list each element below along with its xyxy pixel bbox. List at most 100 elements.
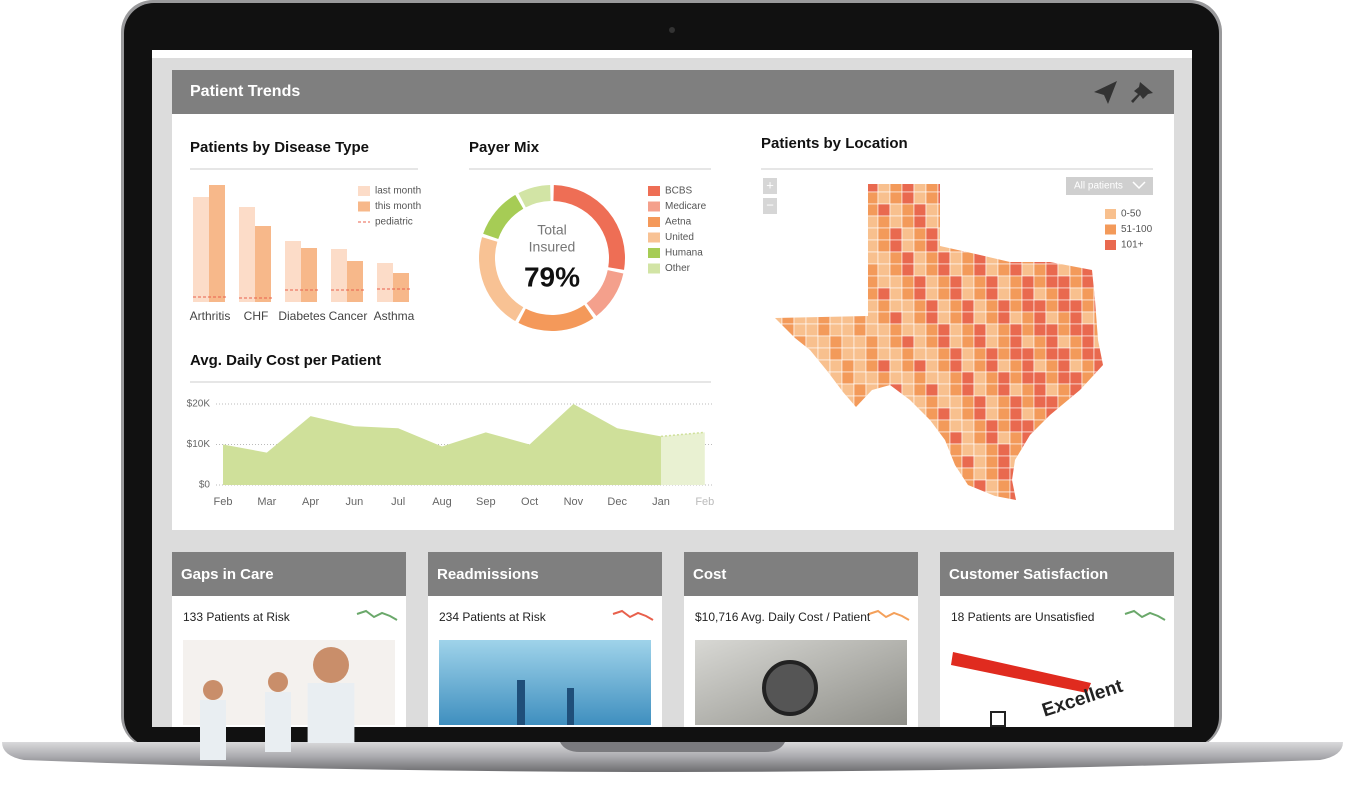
county xyxy=(985,467,999,481)
county xyxy=(889,191,903,205)
county xyxy=(877,359,891,373)
county xyxy=(889,227,903,241)
legend-swatch xyxy=(648,248,660,258)
county xyxy=(913,239,927,253)
county xyxy=(1033,347,1047,361)
county xyxy=(913,371,927,385)
pin-icon[interactable] xyxy=(1131,82,1153,103)
dropdown-chevron[interactable] xyxy=(1132,181,1146,190)
legend-label: pediatric xyxy=(375,217,413,228)
county xyxy=(1021,419,1035,433)
county xyxy=(961,407,975,421)
county xyxy=(1009,323,1023,337)
card-photo xyxy=(439,640,651,725)
county xyxy=(889,239,903,253)
y-tick-label: $20K xyxy=(187,399,211,410)
section-title: Payer Mix xyxy=(469,139,540,156)
bar xyxy=(347,261,363,302)
county xyxy=(925,335,939,349)
county xyxy=(925,311,939,325)
county xyxy=(961,455,975,469)
card-title: Cost xyxy=(693,566,726,583)
legend-label: Medicare xyxy=(665,201,707,212)
county xyxy=(865,359,879,373)
legend-label: 51-100 xyxy=(1121,224,1153,235)
county xyxy=(973,467,987,481)
x-tick-label: Sep xyxy=(476,496,496,508)
county xyxy=(913,203,927,217)
legend-label: last month xyxy=(375,186,421,197)
zoom-in-label[interactable]: + xyxy=(766,177,774,192)
filter-label[interactable]: All patients xyxy=(1074,181,1123,192)
county xyxy=(1009,371,1023,385)
county xyxy=(1069,287,1083,301)
county xyxy=(973,275,987,289)
y-tick-label: $10K xyxy=(187,439,211,450)
county xyxy=(961,371,975,385)
county xyxy=(1033,311,1047,325)
x-tick-label: Apr xyxy=(302,496,319,508)
county xyxy=(925,251,939,265)
county xyxy=(1021,383,1035,397)
county xyxy=(997,383,1011,397)
county xyxy=(961,275,975,289)
county xyxy=(961,383,975,397)
legend-swatch xyxy=(358,201,370,212)
county xyxy=(925,215,939,229)
county xyxy=(985,443,999,457)
county xyxy=(985,395,999,409)
bar xyxy=(393,273,409,302)
county xyxy=(1021,335,1035,349)
county xyxy=(841,347,855,361)
county xyxy=(1045,287,1059,301)
county xyxy=(1045,323,1059,337)
county xyxy=(985,275,999,289)
county xyxy=(1057,299,1071,313)
county xyxy=(877,335,891,349)
county xyxy=(1057,323,1071,337)
county xyxy=(949,251,963,265)
county xyxy=(1081,335,1095,349)
county xyxy=(1045,395,1059,409)
county xyxy=(1021,359,1035,373)
county xyxy=(889,251,903,265)
legend-label: this month xyxy=(375,201,421,212)
trend-sparkline xyxy=(1124,609,1166,621)
county xyxy=(901,191,915,205)
county xyxy=(949,371,963,385)
donut-segment xyxy=(586,270,624,316)
x-tick-label: Arthritis xyxy=(190,309,231,323)
county xyxy=(901,215,915,229)
filter-dropdown[interactable] xyxy=(1066,177,1153,195)
zoom-out-label[interactable]: − xyxy=(766,197,774,212)
county xyxy=(985,419,999,433)
county xyxy=(1033,323,1047,337)
trend-sparkline xyxy=(612,609,654,621)
county xyxy=(817,323,831,337)
county xyxy=(961,431,975,445)
photo-figure xyxy=(567,688,574,725)
x-tick-label: Jun xyxy=(346,496,364,508)
county xyxy=(865,371,879,385)
county xyxy=(817,335,831,349)
card-summary: 133 Patients at Risk xyxy=(183,610,291,624)
county xyxy=(961,347,975,361)
county xyxy=(961,335,975,349)
county xyxy=(985,383,999,397)
county xyxy=(913,335,927,349)
zoom-out[interactable] xyxy=(763,198,777,214)
share-icon[interactable] xyxy=(1094,81,1117,104)
county xyxy=(1009,347,1023,361)
county xyxy=(901,239,915,253)
county xyxy=(913,311,927,325)
donut-segment xyxy=(553,185,625,270)
county xyxy=(961,323,975,337)
county xyxy=(889,359,903,373)
county xyxy=(925,227,939,241)
county xyxy=(1057,287,1071,301)
county xyxy=(889,371,903,385)
county xyxy=(901,347,915,361)
county xyxy=(1057,371,1071,385)
county xyxy=(937,383,951,397)
zoom-in[interactable] xyxy=(763,178,777,194)
